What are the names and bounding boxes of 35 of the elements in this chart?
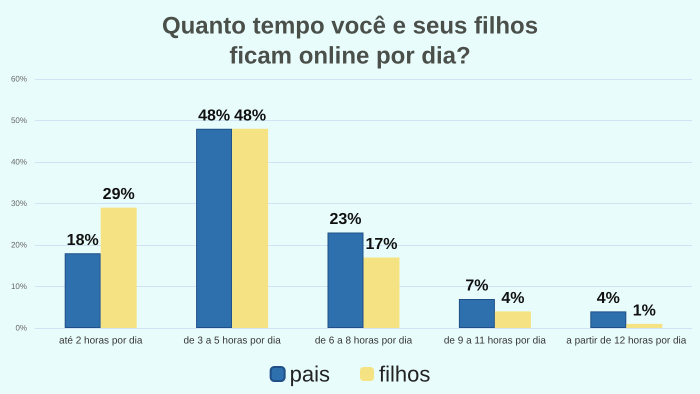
y-tick-label: 40% — [10, 158, 27, 166]
y-tick-label: 10% — [10, 282, 27, 291]
data-label: 29% — [102, 186, 135, 204]
x-tick-label: de 6 a 8 horas por dia — [314, 336, 413, 346]
bar — [494, 311, 531, 328]
y-tick-label: 30% — [10, 199, 27, 208]
bar — [590, 311, 626, 328]
y-tick-label: 50% — [10, 116, 27, 125]
bar — [64, 253, 101, 328]
bar — [458, 298, 495, 328]
bar — [328, 232, 364, 328]
data-label: 1% — [632, 302, 656, 320]
x-tick-label: de 9 a 11 horas por dia — [444, 336, 546, 346]
legend-label: pais — [290, 362, 330, 386]
bar — [196, 128, 232, 328]
data-label: 18% — [66, 232, 99, 249]
x-tick-label: até 2 horas por dia — [59, 336, 143, 346]
data-label: 4% — [501, 290, 524, 307]
y-tick-label: 20% — [10, 240, 27, 250]
data-label: 23% — [329, 211, 362, 228]
y-tick-label: 60% — [10, 74, 27, 84]
bar — [232, 128, 268, 328]
legend-label: filhos — [379, 362, 430, 386]
data-label: 48% — [198, 107, 230, 124]
bar — [626, 324, 662, 328]
data-label: 7% — [465, 277, 488, 294]
bar — [100, 208, 137, 328]
data-label: 17% — [365, 236, 398, 253]
data-label: 4% — [596, 290, 620, 307]
y-tick-label: 0% — [15, 324, 27, 332]
data-label: 48% — [234, 107, 266, 124]
x-tick-label: a partir de 12 horas por dia — [566, 336, 687, 346]
x-tick-label: de 3 a 5 horas por dia — [183, 336, 282, 346]
chart-title: Quanto tempo você e seus filhos ficam online por dia? — [162, 12, 538, 70]
bar — [364, 257, 400, 328]
